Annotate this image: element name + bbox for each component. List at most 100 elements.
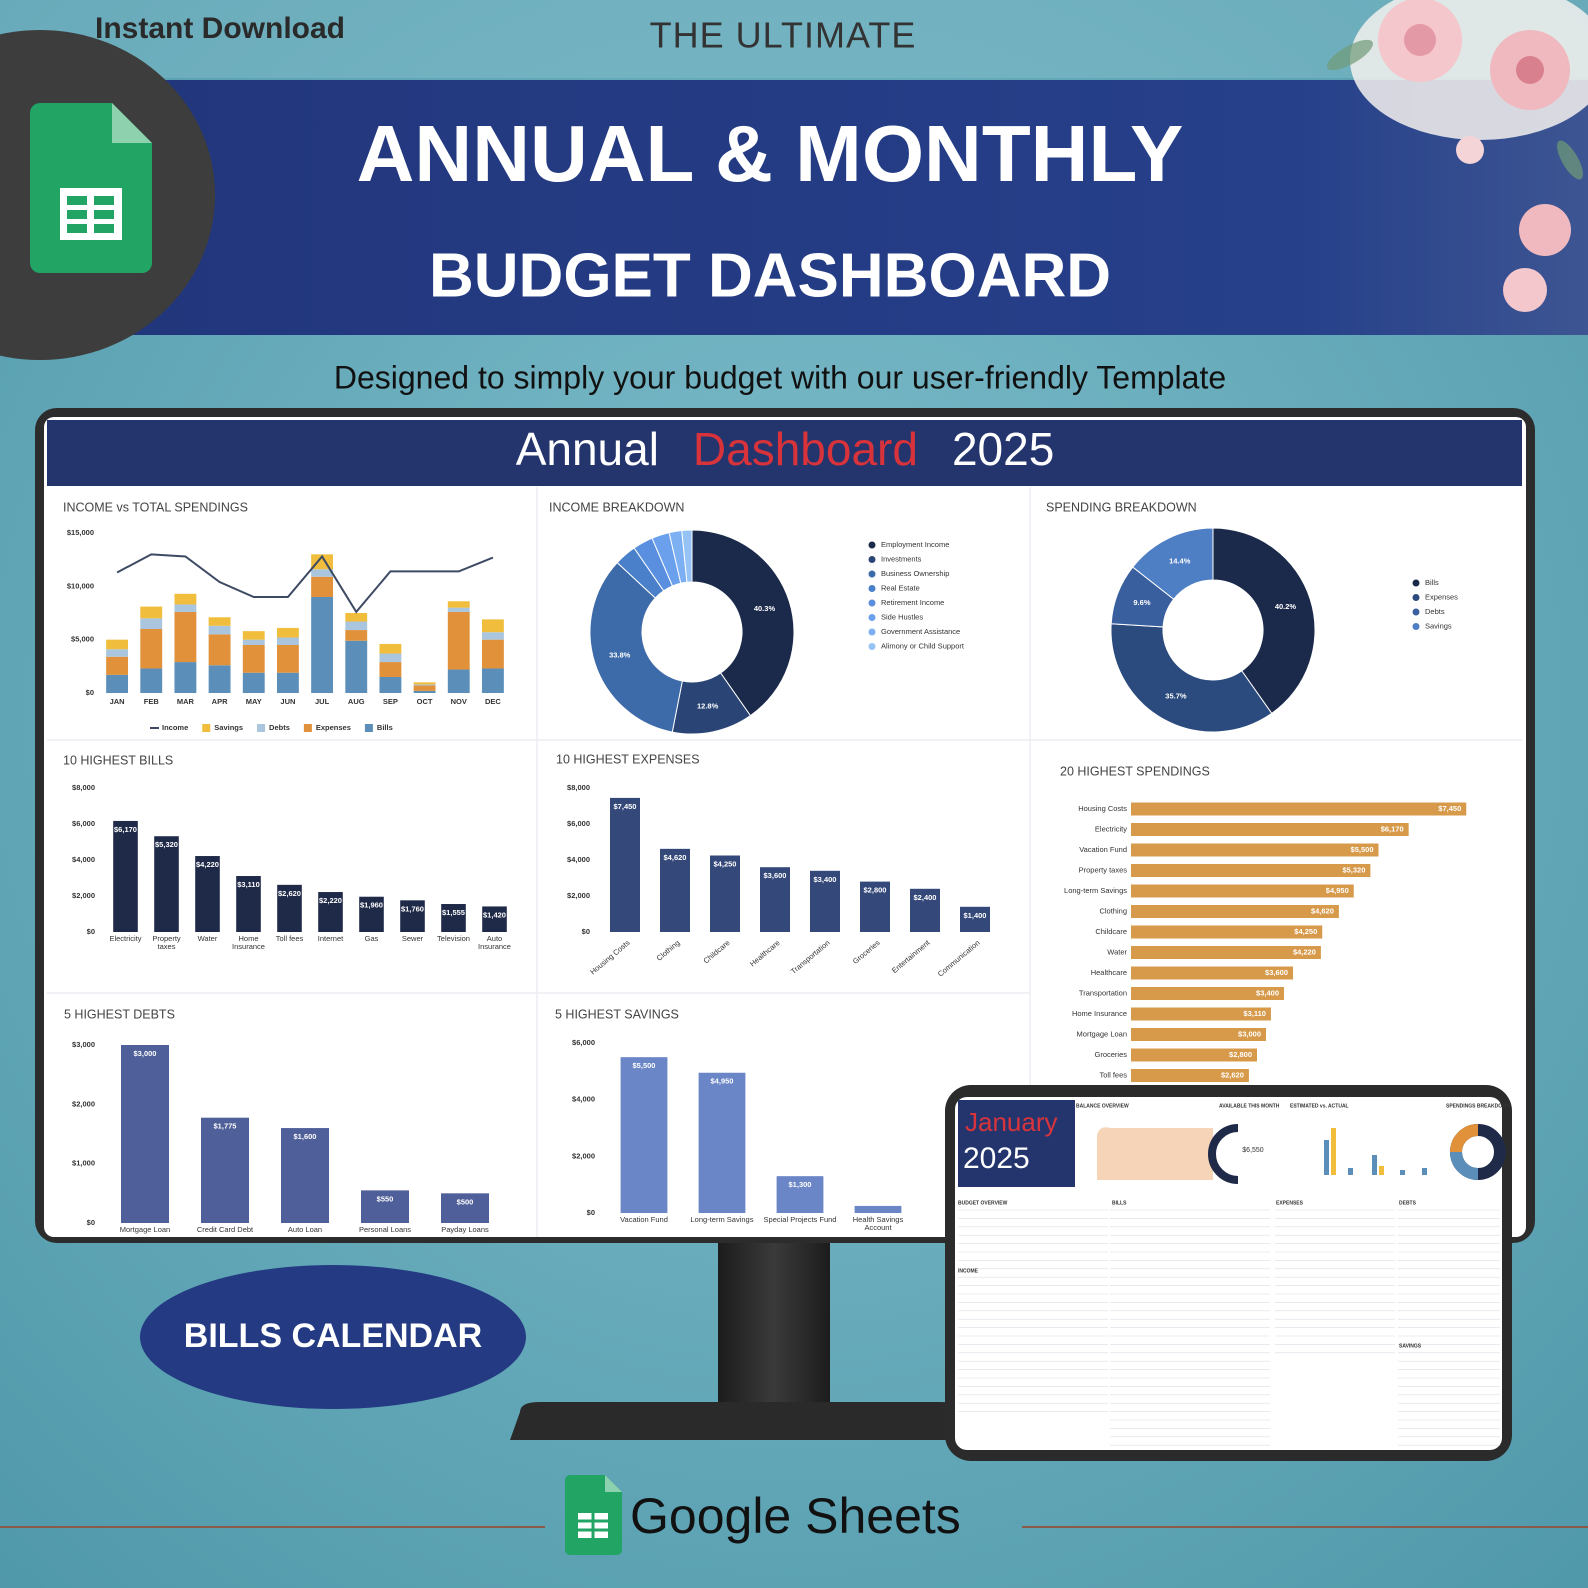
value-label: $550 bbox=[377, 1194, 394, 1203]
bar bbox=[1131, 1007, 1271, 1021]
bar-segment bbox=[447, 607, 470, 612]
footer-icon bbox=[565, 1475, 622, 1555]
x-tick-label: MAR bbox=[177, 697, 195, 706]
legend-label: Debts bbox=[269, 723, 290, 732]
bar-segment bbox=[106, 649, 129, 657]
value-label: $500 bbox=[457, 1197, 474, 1206]
x-tick-label-text: Home Insurance bbox=[232, 935, 265, 951]
value-label: $2,620 bbox=[1221, 1070, 1244, 1079]
tablet-heading: DEBTS bbox=[1399, 1200, 1417, 1206]
bar-segment bbox=[413, 685, 436, 691]
monitor-base bbox=[510, 1402, 960, 1440]
tablet-heading: BUDGET OVERVIEW bbox=[958, 1200, 1008, 1206]
bar-segment bbox=[379, 677, 402, 693]
value-label: $3,600 bbox=[1265, 968, 1288, 977]
slice bbox=[1212, 527, 1316, 715]
y-tick-label: Housing Costs bbox=[1078, 804, 1127, 813]
y-tick-label: Mortgage Loan bbox=[1077, 1029, 1127, 1038]
bar bbox=[660, 848, 690, 932]
x-tick-label-text: Gas bbox=[364, 935, 379, 943]
value-label: $1,600 bbox=[294, 1132, 317, 1141]
bar-segment bbox=[242, 645, 265, 673]
value-label: $1,400 bbox=[964, 911, 987, 920]
legend-label: Income bbox=[162, 723, 188, 732]
y-tick-label: $1,000 bbox=[72, 1159, 95, 1168]
x-tick-label: Property taxes bbox=[152, 935, 181, 951]
legend-swatch bbox=[303, 724, 312, 732]
x-tick-label: JAN bbox=[110, 697, 125, 706]
value-label: $2,220 bbox=[319, 896, 342, 905]
bar-segment bbox=[345, 640, 368, 693]
slice-label: 33.8% bbox=[609, 650, 631, 659]
bar-segment bbox=[379, 643, 402, 654]
x-tick-label: Home Insurance bbox=[232, 935, 265, 951]
value-label: $3,000 bbox=[1238, 1029, 1261, 1038]
value-label: $5,320 bbox=[1342, 865, 1365, 874]
y-tick-label: $8,000 bbox=[567, 783, 590, 792]
y-tick-label: $6,000 bbox=[567, 819, 590, 828]
value-label: $4,250 bbox=[1294, 927, 1317, 936]
slice-label: 9.6% bbox=[1133, 598, 1150, 607]
y-tick-label: Long-term Savings bbox=[1064, 886, 1127, 895]
bar bbox=[1131, 905, 1339, 918]
y-tick-label: Transportation bbox=[1079, 988, 1127, 997]
bar-segment bbox=[481, 639, 504, 669]
slice bbox=[589, 561, 683, 733]
x-tick-label: APR bbox=[212, 697, 228, 706]
legend-swatch bbox=[868, 628, 876, 636]
badge-text: BILLS CALENDAR bbox=[184, 1317, 482, 1355]
bar bbox=[482, 906, 507, 932]
y-tick-label: $6,000 bbox=[572, 1038, 595, 1047]
x-tick-label: FEB bbox=[144, 697, 160, 706]
value-label: $1,960 bbox=[360, 901, 383, 910]
legend-swatch bbox=[1412, 623, 1420, 630]
legend-label: Retirement Income bbox=[881, 598, 944, 607]
x-tick-label-text: Health Savings Account bbox=[852, 1216, 904, 1232]
x-tick-label-text: Vacation Fund bbox=[620, 1216, 668, 1224]
bar-segment bbox=[413, 682, 436, 685]
bar bbox=[1131, 987, 1284, 1000]
bar-segment bbox=[208, 617, 231, 626]
x-tick-label: SEP bbox=[383, 697, 398, 706]
value-label: $4,220 bbox=[196, 860, 219, 869]
legend-label: Bills bbox=[1425, 578, 1439, 587]
x-tick-label-text: Auto Insurance bbox=[478, 935, 511, 951]
x-tick-label-text: Property taxes bbox=[152, 935, 181, 951]
tablet-heading: EXPENSES bbox=[1276, 1200, 1304, 1206]
x-tick-label-text: Water bbox=[197, 935, 218, 943]
bar-segment bbox=[447, 611, 470, 670]
bar bbox=[710, 855, 740, 932]
bar bbox=[236, 876, 261, 932]
bar-segment bbox=[379, 662, 402, 677]
bar-segment bbox=[481, 632, 504, 640]
y-tick-label: $0 bbox=[587, 1208, 595, 1217]
legend-label: Expenses bbox=[1425, 592, 1458, 601]
x-tick-label: Toll fees bbox=[276, 935, 304, 943]
x-tick-label-text: Auto Loan bbox=[287, 1226, 323, 1234]
slice-label: 40.2% bbox=[1275, 602, 1297, 611]
x-tick-label-text: Electricity bbox=[109, 935, 142, 943]
bar-segment bbox=[242, 639, 265, 645]
bar bbox=[441, 904, 466, 932]
chart-title: 5 HIGHEST SAVINGS bbox=[555, 1007, 679, 1021]
x-tick-label: DEC bbox=[485, 697, 501, 706]
bar bbox=[776, 1176, 824, 1213]
value-label: $7,450 bbox=[614, 802, 637, 811]
value-label: $1,555 bbox=[442, 908, 465, 917]
x-tick-label: Long-term Savings bbox=[691, 1216, 754, 1224]
x-tick-label: Payday Loans bbox=[441, 1226, 489, 1234]
bar-segment bbox=[174, 604, 197, 612]
x-tick-label: Health Savings Account bbox=[852, 1216, 904, 1232]
legend-swatch bbox=[868, 585, 876, 592]
bar-segment bbox=[208, 665, 231, 693]
legend-label: Alimony or Child Support bbox=[881, 641, 965, 650]
x-tick-label-text: Personal Loans bbox=[358, 1226, 412, 1234]
bar-segment bbox=[276, 627, 299, 638]
slice bbox=[1110, 623, 1273, 733]
dashboard-title-part: Dashboard bbox=[693, 423, 918, 475]
x-tick-label: Electricity bbox=[109, 935, 142, 943]
subtitle: BUDGET DASHBOARD bbox=[429, 241, 1111, 310]
bar-segment bbox=[413, 684, 436, 686]
